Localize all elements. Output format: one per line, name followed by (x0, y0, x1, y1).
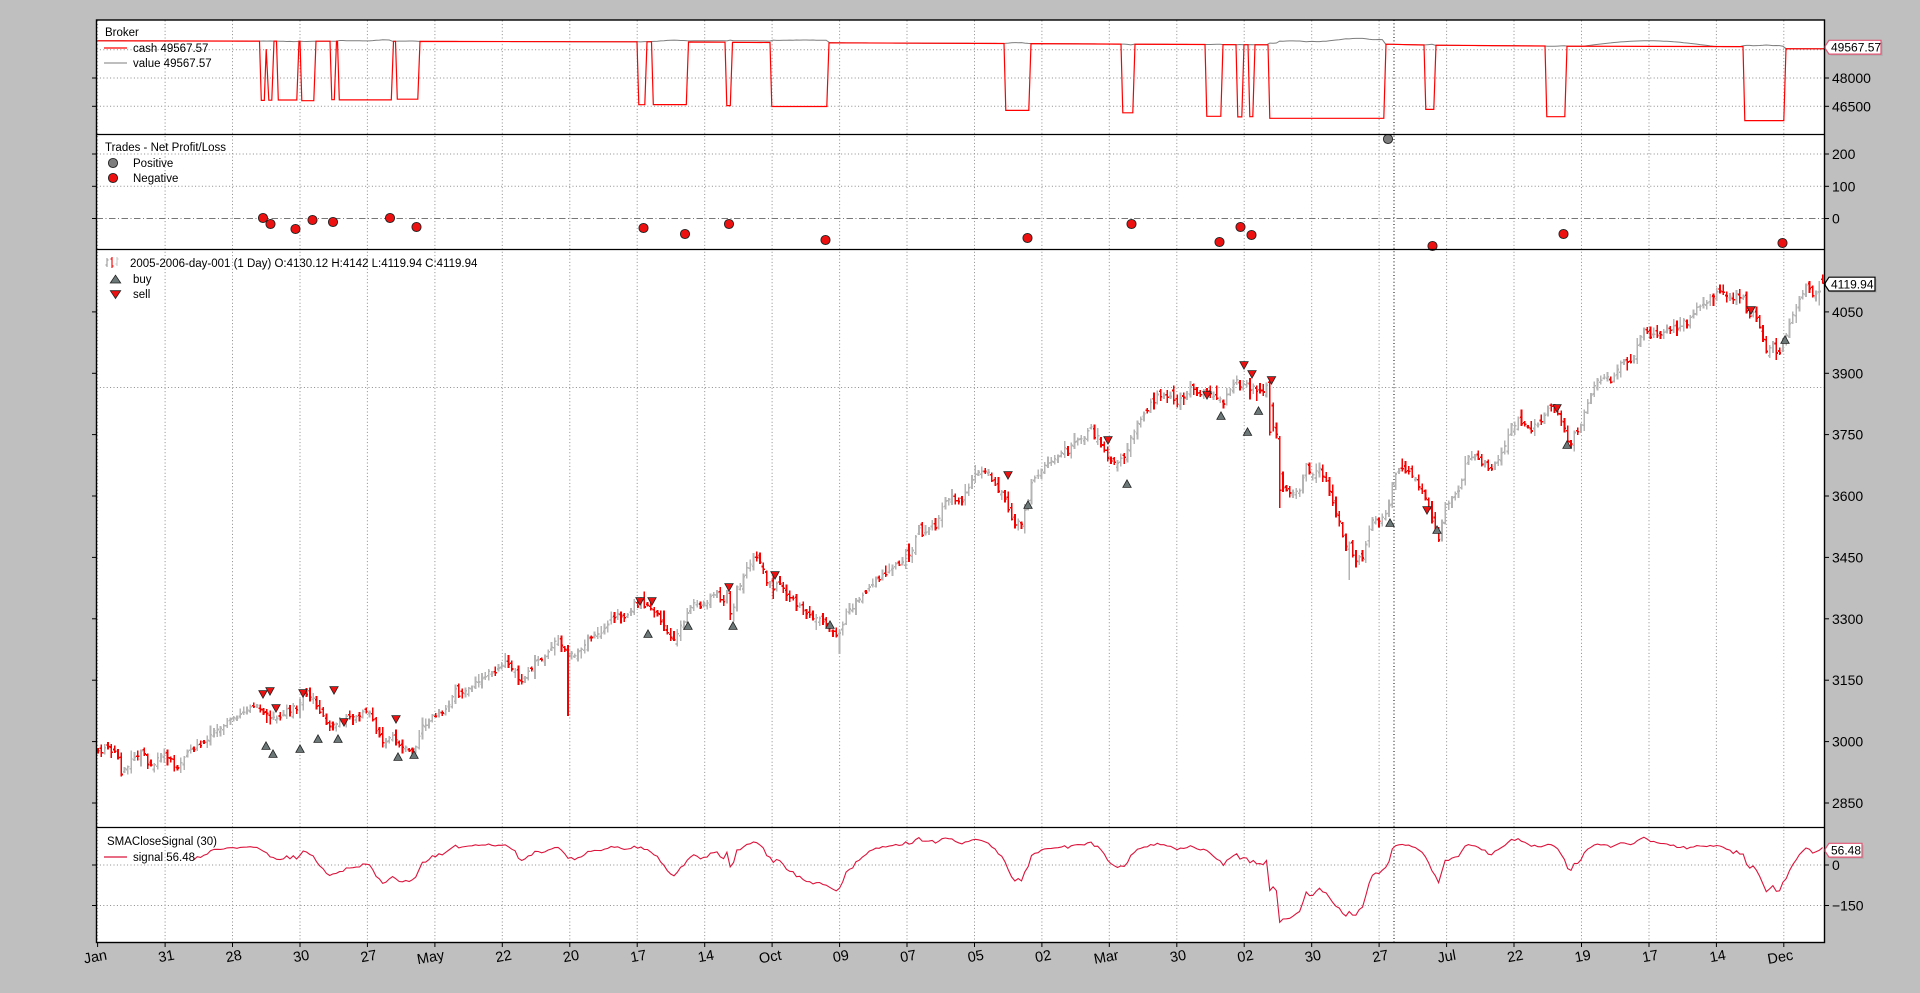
svg-text:May: May (416, 948, 446, 969)
svg-text:14: 14 (697, 948, 716, 967)
svg-text:4050: 4050 (1832, 304, 1863, 320)
svg-text:100: 100 (1832, 178, 1856, 194)
svg-text:3300: 3300 (1832, 611, 1863, 627)
svg-text:Oct: Oct (758, 948, 783, 968)
svg-text:2005-2006-day-001 (1 Day) O:41: 2005-2006-day-001 (1 Day) O:4130.12 H:41… (130, 258, 478, 270)
svg-text:07: 07 (899, 948, 918, 967)
svg-text:Dec: Dec (1766, 948, 1794, 968)
svg-text:30: 30 (1169, 948, 1188, 967)
svg-text:3600: 3600 (1832, 488, 1863, 504)
svg-text:17: 17 (1641, 948, 1660, 967)
svg-text:48000: 48000 (1832, 70, 1871, 86)
svg-text:3750: 3750 (1832, 427, 1863, 443)
svg-text:09: 09 (832, 948, 851, 967)
svg-text:2850: 2850 (1832, 795, 1863, 811)
svg-text:Positive: Positive (133, 158, 173, 170)
svg-text:Broker: Broker (105, 27, 139, 39)
svg-text:cash 49567.57: cash 49567.57 (133, 43, 208, 55)
svg-text:46500: 46500 (1832, 98, 1871, 114)
svg-text:Mar: Mar (1093, 948, 1121, 968)
svg-text:3900: 3900 (1832, 365, 1863, 381)
svg-text:30: 30 (1304, 948, 1323, 967)
svg-text:3450: 3450 (1832, 549, 1863, 565)
svg-text:buy: buy (133, 274, 152, 286)
svg-text:signal 56.48: signal 56.48 (133, 852, 195, 864)
svg-text:3000: 3000 (1832, 734, 1863, 750)
svg-text:17: 17 (629, 948, 648, 967)
svg-text:Trades - Net Profit/Loss: Trades - Net Profit/Loss (105, 142, 226, 154)
svg-text:0: 0 (1832, 857, 1840, 873)
svg-text:05: 05 (967, 948, 986, 967)
svg-text:22: 22 (1506, 948, 1525, 967)
svg-text:20: 20 (562, 948, 581, 967)
svg-text:Jul: Jul (1436, 948, 1457, 967)
svg-text:56.48: 56.48 (1831, 844, 1861, 858)
svg-text:Jan: Jan (82, 948, 108, 968)
svg-text:14: 14 (1708, 948, 1727, 967)
svg-text:Negative: Negative (133, 173, 178, 185)
svg-text:02: 02 (1236, 948, 1255, 967)
svg-text:28: 28 (225, 948, 244, 967)
svg-text:27: 27 (1371, 948, 1390, 967)
svg-text:3150: 3150 (1832, 672, 1863, 688)
svg-text:200: 200 (1832, 146, 1856, 162)
svg-text:value 49567.57: value 49567.57 (133, 58, 212, 70)
svg-text:02: 02 (1034, 948, 1053, 967)
svg-text:19: 19 (1574, 948, 1593, 967)
svg-text:4119.94: 4119.94 (1831, 277, 1874, 291)
svg-text:−150: −150 (1832, 898, 1864, 914)
svg-text:22: 22 (494, 948, 513, 967)
svg-text:0: 0 (1832, 211, 1840, 227)
svg-text:27: 27 (359, 948, 378, 967)
svg-text:SMACloseSignal (30): SMACloseSignal (30) (107, 836, 217, 848)
svg-text:31: 31 (157, 948, 176, 967)
svg-text:49567.57: 49567.57 (1831, 41, 1881, 55)
svg-text:sell: sell (133, 289, 150, 301)
svg-text:30: 30 (292, 948, 311, 967)
